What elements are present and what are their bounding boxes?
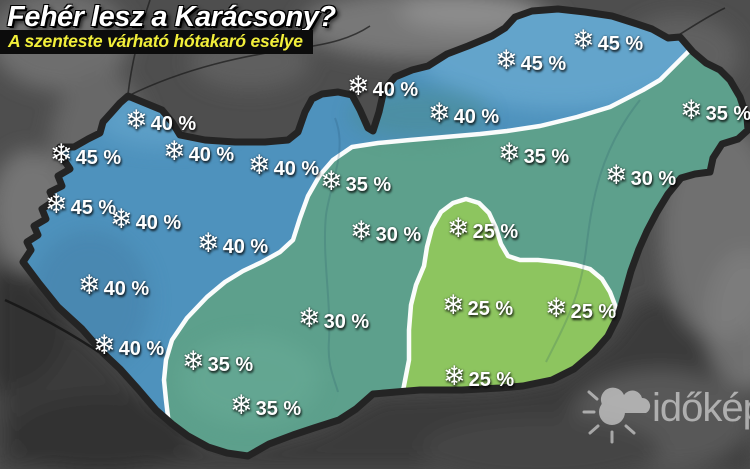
snowflake-icon: ❄ <box>45 189 68 219</box>
boundary-teal-green <box>399 196 621 399</box>
snowflake-icon: ❄ <box>428 98 451 128</box>
snowflake-icon: ❄ <box>447 213 470 243</box>
snowflake-icon: ❄ <box>442 290 465 320</box>
snowflake-icon: ❄ <box>182 346 205 376</box>
snowflake-icon: ❄ <box>347 71 370 101</box>
snow-probability-label: ❄ 40 % <box>125 105 197 135</box>
snow-probability-label: ❄ 40 % <box>347 71 419 101</box>
snowflake-icon: ❄ <box>248 150 271 180</box>
probability-value: 45 % <box>597 33 644 55</box>
snow-probability-label: ❄ 25 % <box>447 213 519 243</box>
snow-probability-label: ❄ 25 % <box>545 293 617 323</box>
snowflake-icon: ❄ <box>50 139 73 169</box>
probability-value: 40 % <box>273 158 320 180</box>
snow-probability-label: ❄ 30 % <box>298 303 370 333</box>
snow-probability-label: ❄ 40 % <box>428 98 500 128</box>
probability-value: 45 % <box>70 197 117 219</box>
idokep-logo-text: időkép <box>652 386 750 430</box>
snow-probability-label: ❄ 45 % <box>495 45 567 75</box>
probability-value: 40 % <box>135 212 182 234</box>
snowflake-icon: ❄ <box>572 25 595 55</box>
snowflake-icon: ❄ <box>93 330 116 360</box>
snow-probability-label: ❄ 40 % <box>110 204 182 234</box>
snowflake-icon: ❄ <box>163 136 186 166</box>
snow-probability-label: ❄ 25 % <box>443 361 515 391</box>
snow-probability-label: ❄ 30 % <box>350 216 422 246</box>
probability-value: 25 % <box>467 298 514 320</box>
map-subtitle: A szenteste várható hótakaró esélye <box>0 30 313 54</box>
country-border <box>19 5 750 460</box>
sun-cloud-icon <box>582 387 651 444</box>
probability-value: 45 % <box>75 147 122 169</box>
probability-value: 30 % <box>323 311 370 333</box>
snowflake-icon: ❄ <box>495 45 518 75</box>
probability-value: 45 % <box>520 53 567 75</box>
snow-probability-label: ❄ 45 % <box>50 139 122 169</box>
probability-value: 35 % <box>207 354 254 376</box>
probability-value: 35 % <box>523 146 570 168</box>
snow-probability-label: ❄ 35 % <box>498 138 570 168</box>
probability-value: 30 % <box>630 168 677 190</box>
snowflake-icon: ❄ <box>78 270 101 300</box>
snowflake-icon: ❄ <box>197 228 220 258</box>
snow-probability-label: ❄ 35 % <box>230 390 302 420</box>
snowflake-icon: ❄ <box>443 361 466 391</box>
boundary-blue-teal <box>161 39 698 456</box>
snow-probability-label: ❄ 45 % <box>45 189 117 219</box>
probability-value: 40 % <box>453 106 500 128</box>
snow-probability-label: ❄ 40 % <box>78 270 150 300</box>
snow-probability-label: ❄ 30 % <box>605 160 677 190</box>
probability-value: 35 % <box>705 103 750 125</box>
snow-probability-label: ❄ 40 % <box>163 136 235 166</box>
snowflake-icon: ❄ <box>298 303 321 333</box>
probability-value: 40 % <box>150 113 197 135</box>
snow-probability-label: ❄ 35 % <box>182 346 254 376</box>
map-title: Fehér lesz a Karácsony? <box>7 1 336 33</box>
probability-value: 40 % <box>118 338 165 360</box>
snowflake-icon: ❄ <box>125 105 148 135</box>
snowflake-icon: ❄ <box>320 166 343 196</box>
snowflake-icon: ❄ <box>680 95 703 125</box>
probability-value: 25 % <box>468 369 515 391</box>
snow-probability-label: ❄ 25 % <box>442 290 514 320</box>
snow-probability-label: ❄ 45 % <box>572 25 644 55</box>
snow-probability-label: ❄ 40 % <box>93 330 165 360</box>
snow-probability-label: ❄ 35 % <box>680 95 750 125</box>
probability-value: 25 % <box>570 301 617 323</box>
probability-value: 40 % <box>188 144 235 166</box>
snowflake-icon: ❄ <box>545 293 568 323</box>
snowflake-icon: ❄ <box>230 390 253 420</box>
probability-value: 30 % <box>375 224 422 246</box>
probability-value: 25 % <box>472 221 519 243</box>
probability-value: 40 % <box>222 236 269 258</box>
snow-probability-label: ❄ 35 % <box>320 166 392 196</box>
snow-probability-label: ❄ 40 % <box>248 150 320 180</box>
snowflake-icon: ❄ <box>605 160 628 190</box>
snowflake-icon: ❄ <box>350 216 373 246</box>
probability-value: 40 % <box>103 278 150 300</box>
snow-probability-label: ❄ 40 % <box>197 228 269 258</box>
snowflake-icon: ❄ <box>110 204 133 234</box>
snowflake-icon: ❄ <box>498 138 521 168</box>
zone-boundary-lines <box>161 39 698 456</box>
probability-value: 35 % <box>255 398 302 420</box>
probability-value: 40 % <box>372 79 419 101</box>
probability-value: 35 % <box>345 174 392 196</box>
